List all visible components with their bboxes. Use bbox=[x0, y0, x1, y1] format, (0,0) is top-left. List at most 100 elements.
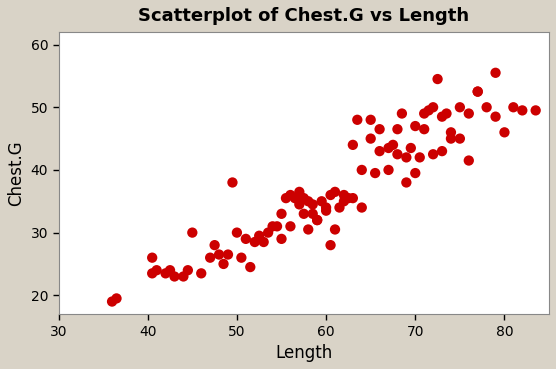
Point bbox=[415, 155, 424, 161]
Point bbox=[295, 189, 304, 195]
Point bbox=[433, 76, 442, 82]
Point bbox=[424, 107, 433, 113]
Point bbox=[281, 195, 290, 201]
Point bbox=[255, 233, 264, 239]
Point bbox=[148, 255, 157, 261]
Point bbox=[166, 267, 175, 273]
Point bbox=[286, 223, 295, 229]
Point bbox=[344, 195, 353, 201]
Point bbox=[179, 273, 188, 279]
Point bbox=[308, 201, 317, 207]
Point bbox=[268, 223, 277, 229]
Point bbox=[420, 126, 429, 132]
Point bbox=[384, 145, 393, 151]
Point bbox=[464, 158, 473, 163]
Point bbox=[389, 142, 398, 148]
Point bbox=[500, 130, 509, 135]
Point bbox=[509, 104, 518, 110]
Point bbox=[259, 239, 268, 245]
Point bbox=[299, 195, 308, 201]
Point bbox=[375, 148, 384, 154]
Point bbox=[277, 211, 286, 217]
Point bbox=[402, 155, 411, 161]
Point bbox=[197, 270, 206, 276]
Point bbox=[264, 230, 272, 235]
Point bbox=[326, 192, 335, 198]
Point bbox=[317, 198, 326, 204]
Point bbox=[228, 179, 237, 185]
Point bbox=[455, 136, 464, 142]
Point bbox=[112, 296, 121, 301]
Point bbox=[411, 123, 420, 129]
Point bbox=[215, 252, 224, 258]
Point bbox=[308, 211, 317, 217]
Point bbox=[438, 148, 446, 154]
Point bbox=[312, 217, 321, 223]
Point bbox=[366, 136, 375, 142]
Point bbox=[420, 111, 429, 117]
Point bbox=[464, 111, 473, 117]
Point bbox=[491, 114, 500, 120]
Point bbox=[353, 117, 362, 123]
Point bbox=[446, 136, 455, 142]
X-axis label: Length: Length bbox=[275, 344, 332, 362]
Point bbox=[304, 227, 312, 232]
Point bbox=[340, 192, 349, 198]
Point bbox=[393, 126, 402, 132]
Point bbox=[272, 223, 281, 229]
Point bbox=[148, 270, 157, 276]
Point bbox=[299, 211, 308, 217]
Point bbox=[482, 104, 491, 110]
Point bbox=[375, 126, 384, 132]
Point bbox=[340, 198, 349, 204]
Point bbox=[322, 208, 331, 214]
Point bbox=[402, 179, 411, 185]
Point bbox=[152, 267, 161, 273]
Point bbox=[108, 299, 117, 304]
Point bbox=[219, 261, 228, 267]
Point bbox=[286, 192, 295, 198]
Point bbox=[349, 195, 358, 201]
Point bbox=[322, 204, 331, 210]
Point bbox=[246, 264, 255, 270]
Y-axis label: Chest.G: Chest.G bbox=[7, 140, 25, 206]
Point bbox=[384, 167, 393, 173]
Point bbox=[429, 151, 438, 157]
Point bbox=[170, 273, 179, 279]
Point bbox=[331, 189, 340, 195]
Point bbox=[429, 104, 438, 110]
Point bbox=[358, 167, 366, 173]
Point bbox=[455, 104, 464, 110]
Point bbox=[331, 227, 340, 232]
Point bbox=[237, 255, 246, 261]
Point bbox=[335, 204, 344, 210]
Point bbox=[312, 217, 321, 223]
Point bbox=[531, 107, 540, 113]
Point bbox=[366, 117, 375, 123]
Point bbox=[398, 111, 406, 117]
Point bbox=[371, 170, 380, 176]
Point bbox=[241, 236, 250, 242]
Point bbox=[393, 151, 402, 157]
Point bbox=[411, 170, 420, 176]
Point bbox=[491, 70, 500, 76]
Point bbox=[232, 230, 241, 235]
Point bbox=[473, 89, 482, 94]
Point bbox=[277, 236, 286, 242]
Point bbox=[295, 201, 304, 207]
Point bbox=[518, 107, 527, 113]
Point bbox=[290, 195, 299, 201]
Point bbox=[349, 142, 358, 148]
Point bbox=[161, 270, 170, 276]
Point bbox=[183, 267, 192, 273]
Point bbox=[358, 204, 366, 210]
Title: Scatterplot of Chest.G vs Length: Scatterplot of Chest.G vs Length bbox=[138, 7, 469, 25]
Point bbox=[210, 242, 219, 248]
Point bbox=[206, 255, 215, 261]
Point bbox=[442, 111, 451, 117]
Point bbox=[473, 89, 482, 94]
Point bbox=[406, 145, 415, 151]
Point bbox=[438, 114, 446, 120]
Point bbox=[446, 130, 455, 135]
Point bbox=[326, 242, 335, 248]
